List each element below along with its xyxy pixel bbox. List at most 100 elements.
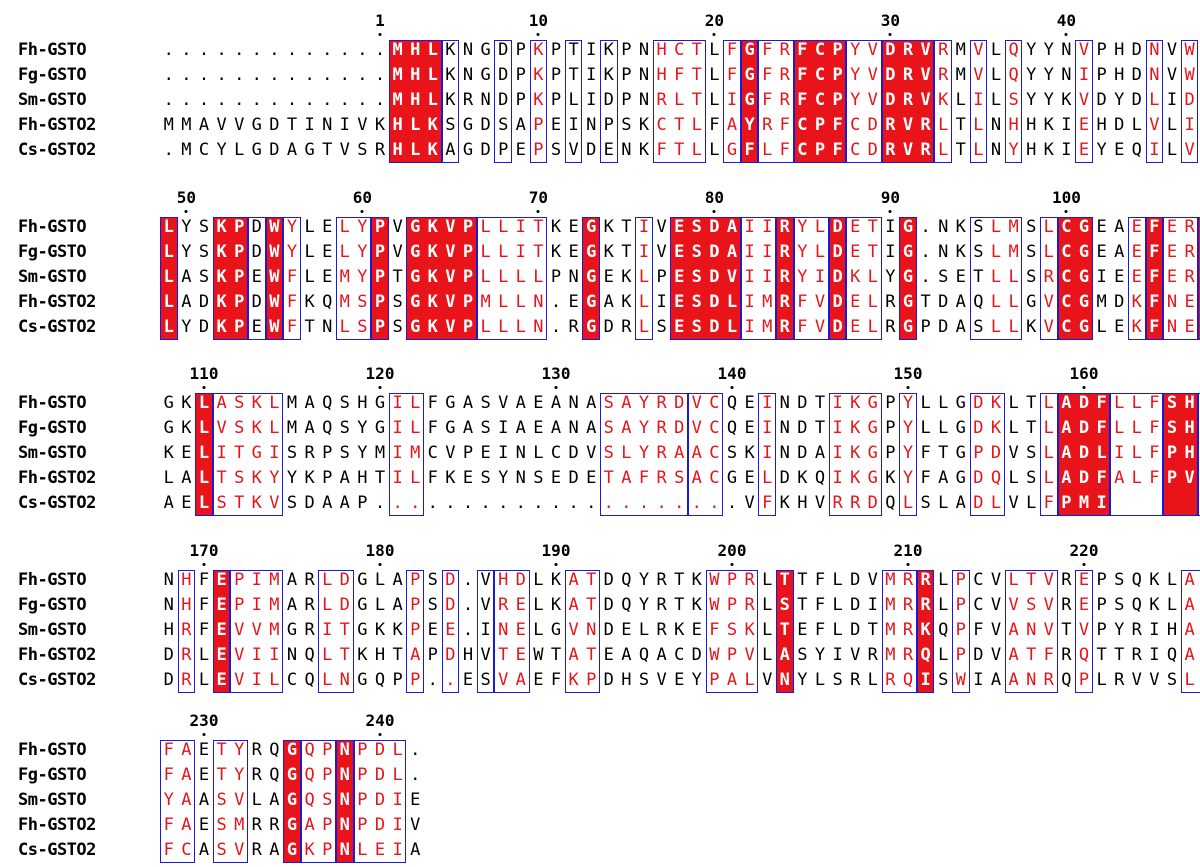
residue: . <box>286 90 298 110</box>
residue: P <box>462 217 474 237</box>
residue: N <box>990 115 1002 135</box>
residue: G <box>286 840 298 860</box>
residue: Q <box>726 393 738 413</box>
residue: K <box>638 115 650 135</box>
residue: A <box>1114 242 1125 262</box>
residue: L <box>515 292 526 312</box>
residue: L <box>638 292 650 312</box>
sequence-name: Sm-GSTO <box>18 90 87 110</box>
residue: . <box>445 670 456 690</box>
residue: K <box>1131 292 1142 312</box>
residue: R <box>181 620 192 640</box>
residue: L <box>357 840 368 860</box>
residue: E <box>1131 242 1142 262</box>
residue: I <box>762 443 773 463</box>
residue: L <box>198 393 210 413</box>
residue: K <box>1149 570 1160 590</box>
residue: E <box>1096 242 1107 262</box>
alignment-block: 170 180 190 200 210 220 Fh-GSTO N H F E P I M A R L D G L A P… <box>0 540 1200 697</box>
residue: M <box>392 40 403 60</box>
residue: K <box>427 115 438 135</box>
residue: Y <box>902 418 914 438</box>
residue: P <box>462 292 474 312</box>
residue: A <box>304 418 315 438</box>
residue: . <box>392 493 403 513</box>
residue: K <box>850 443 861 463</box>
residue: E <box>198 815 210 835</box>
residue: Q <box>304 790 315 810</box>
residue: A <box>955 493 966 513</box>
residue: L <box>1043 217 1054 237</box>
residue: G <box>867 443 878 463</box>
residue: A <box>621 393 632 413</box>
residue: P <box>621 65 632 85</box>
residue: C <box>797 115 808 135</box>
residue: E <box>1114 267 1125 287</box>
residue: Q <box>990 468 1002 488</box>
residue: V <box>480 595 491 615</box>
residue: I <box>586 40 597 60</box>
sequence-name: Fh-GSTO2 <box>18 815 96 835</box>
residue: Y <box>797 267 808 287</box>
residue: L <box>1149 90 1160 110</box>
residue: W <box>269 217 280 237</box>
residue: G <box>410 317 421 337</box>
residue: Y <box>1043 90 1054 110</box>
residue: Y <box>1043 40 1054 60</box>
residue: S <box>691 267 702 287</box>
residue: K <box>533 40 544 60</box>
similarity-box <box>177 570 196 693</box>
residue: V <box>392 217 403 237</box>
residue: P <box>1096 620 1107 640</box>
residue: K <box>251 468 262 488</box>
residue: E <box>744 468 755 488</box>
residue: A <box>515 418 526 438</box>
residue: L <box>1166 115 1178 135</box>
residue: N <box>990 140 1002 160</box>
residue: T <box>1114 645 1125 665</box>
residue: . <box>251 90 262 110</box>
residue: D <box>973 493 984 513</box>
residue: W <box>1184 65 1195 85</box>
residue: R <box>902 645 914 665</box>
similarity-box <box>670 217 741 340</box>
residue: . <box>462 493 474 513</box>
residue: . <box>304 90 315 110</box>
residue: A <box>286 140 298 160</box>
residue: K <box>990 393 1002 413</box>
residue: N <box>286 645 298 665</box>
residue: A <box>286 570 298 590</box>
residue: K <box>850 418 861 438</box>
residue: V <box>744 645 755 665</box>
residue: Q <box>938 620 949 640</box>
residue: P <box>374 267 386 287</box>
residue: N <box>339 815 350 835</box>
position-number: 110 <box>189 364 219 383</box>
residue: R <box>902 90 914 110</box>
residue: S <box>234 418 245 438</box>
residue: L <box>322 595 333 615</box>
residue: T <box>1026 645 1037 665</box>
residue: T <box>603 468 614 488</box>
residue: D <box>709 217 720 237</box>
residue: L <box>392 740 403 760</box>
residue: L <box>1043 393 1054 413</box>
residue: P <box>533 115 544 135</box>
position-tick <box>730 563 734 566</box>
residue: P <box>832 65 843 85</box>
residue: R <box>779 40 790 60</box>
residue: E <box>850 242 861 262</box>
residue: . <box>374 65 386 85</box>
residue: Q <box>322 292 333 312</box>
sequence-name: Fh-GSTO <box>18 570 87 590</box>
residue: L <box>938 493 949 513</box>
residue: G <box>445 393 456 413</box>
position-tick <box>554 563 558 566</box>
residue: I <box>586 90 597 110</box>
similarity-box <box>1145 217 1164 340</box>
residue: I <box>762 217 773 237</box>
residue: R <box>1184 242 1195 262</box>
residue: G <box>867 393 878 413</box>
residue: M <box>885 645 896 665</box>
residue: T <box>374 468 386 488</box>
